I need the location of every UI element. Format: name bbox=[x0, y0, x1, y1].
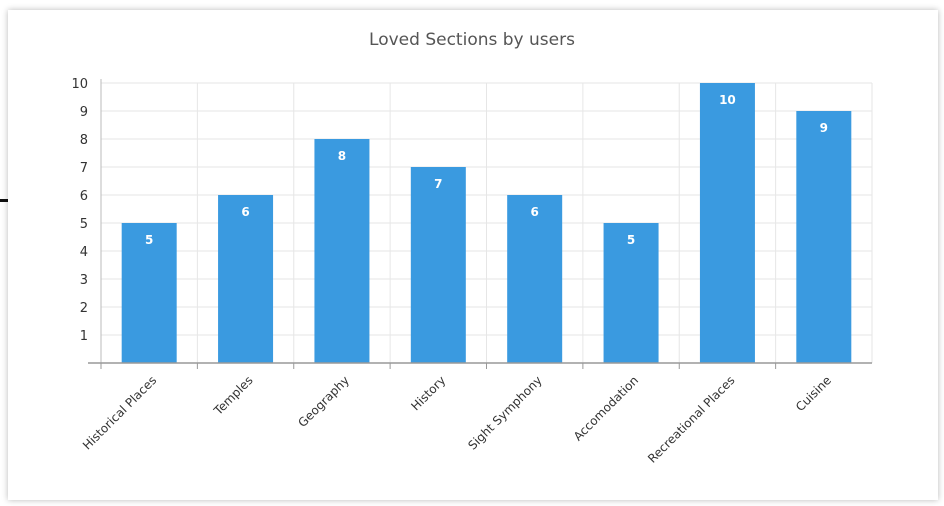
data-label: 7 bbox=[434, 177, 442, 191]
y-tick-label: 10 bbox=[71, 77, 88, 92]
data-label: 6 bbox=[241, 205, 249, 219]
bar bbox=[314, 139, 370, 363]
bar bbox=[603, 223, 659, 363]
x-tick-label: Cuisine bbox=[793, 373, 834, 414]
bar bbox=[796, 111, 852, 363]
x-tick-label: Temples bbox=[210, 373, 255, 418]
bar bbox=[507, 195, 563, 363]
data-label: 5 bbox=[627, 233, 635, 247]
y-tick-label: 7 bbox=[80, 161, 88, 176]
data-label: 10 bbox=[719, 93, 736, 107]
x-tick-label: Geography bbox=[295, 373, 352, 430]
x-tick-label: History bbox=[408, 373, 448, 413]
data-label: 9 bbox=[820, 121, 828, 135]
y-tick-label: 5 bbox=[80, 217, 88, 232]
chart-title: Loved Sections by users bbox=[369, 30, 575, 50]
bar bbox=[410, 167, 466, 363]
x-tick-label: Accomodation bbox=[571, 373, 641, 443]
bar bbox=[218, 195, 274, 363]
x-tick-label: Historical Places bbox=[80, 373, 159, 452]
edge-marker bbox=[0, 199, 10, 202]
y-tick-label: 3 bbox=[80, 273, 88, 288]
y-tick-label: 4 bbox=[80, 245, 88, 260]
y-tick-label: 2 bbox=[80, 301, 88, 316]
data-label: 8 bbox=[338, 149, 346, 163]
y-tick-label: 6 bbox=[80, 189, 88, 204]
data-label: 6 bbox=[531, 205, 539, 219]
y-tick-label: 8 bbox=[80, 133, 88, 148]
x-tick-label: Sight Symphony bbox=[465, 373, 544, 452]
bar bbox=[699, 83, 755, 363]
x-tick-label: Recreational Places bbox=[645, 373, 738, 466]
data-label: 5 bbox=[145, 233, 153, 247]
y-tick-label: 1 bbox=[80, 329, 88, 344]
bar bbox=[121, 223, 177, 363]
y-tick-label: 9 bbox=[80, 105, 88, 120]
